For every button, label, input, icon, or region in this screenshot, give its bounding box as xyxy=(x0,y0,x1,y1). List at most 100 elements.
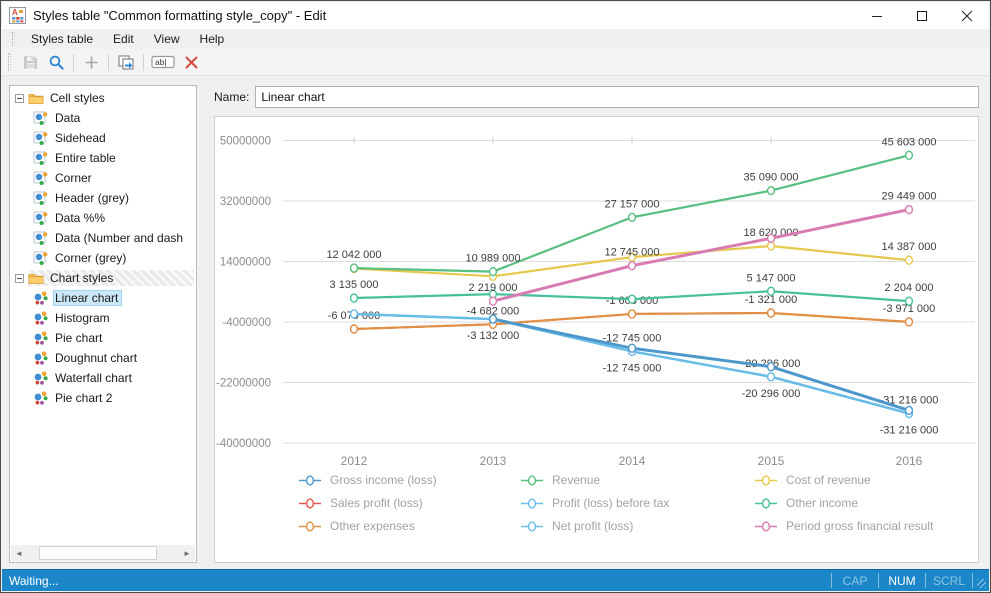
chart-style-icon xyxy=(34,371,48,385)
tree-item-data[interactable]: Data xyxy=(12,108,194,128)
legend-item-other-expenses[interactable]: Other expenses xyxy=(299,519,521,533)
resize-grip[interactable] xyxy=(973,570,989,591)
status-indicator-cap: CAP xyxy=(842,573,868,588)
menu-edit[interactable]: Edit xyxy=(113,32,134,46)
tree-horizontal-scrollbar[interactable]: ◄ ► xyxy=(11,545,195,561)
svg-text:50000000: 50000000 xyxy=(220,136,271,148)
delete-button[interactable] xyxy=(178,51,204,74)
scroll-right-arrow[interactable]: ► xyxy=(179,545,195,561)
close-button[interactable] xyxy=(944,2,989,29)
tree-item-corner-grey-[interactable]: Corner (grey) xyxy=(12,248,194,268)
legend-item-cost-of-revenue[interactable]: Cost of revenue xyxy=(755,473,978,487)
chart-preview-panel: 50000000 32000000 14000000 -4000000 -2200000… xyxy=(214,116,979,563)
tree-item-corner[interactable]: Corner xyxy=(12,168,194,188)
status-indicator-scrl: SCRL xyxy=(932,573,965,588)
svg-text:29 449 000: 29 449 000 xyxy=(881,191,936,203)
collapse-toggle[interactable] xyxy=(15,93,24,103)
svg-text:27 157 000: 27 157 000 xyxy=(604,198,659,210)
legend-item-profit-loss-before-tax[interactable]: Profit (loss) before tax xyxy=(521,496,755,510)
legend-marker-icon xyxy=(299,520,321,532)
svg-text:-4000000: -4000000 xyxy=(222,317,271,329)
tree-group-cell-styles[interactable]: Cell styles xyxy=(12,88,194,108)
legend-item-sales-profit-loss-[interactable]: Sales profit (loss) xyxy=(299,496,521,510)
name-input[interactable] xyxy=(255,86,979,108)
svg-text:-4 682 000: -4 682 000 xyxy=(467,305,520,317)
tree-item-linear-chart[interactable]: Linear chart xyxy=(12,288,194,308)
scrollbar-thumb[interactable] xyxy=(39,546,157,560)
collapse-toggle[interactable] xyxy=(15,273,24,283)
cell-style-icon xyxy=(33,151,48,165)
svg-text:-3 971 000: -3 971 000 xyxy=(883,303,936,315)
tree-item-data-number-and-dash[interactable]: Data (Number and dash xyxy=(12,228,194,248)
save-button[interactable] xyxy=(17,51,43,74)
svg-text:-40000000: -40000000 xyxy=(216,438,271,450)
menu-help[interactable]: Help xyxy=(199,32,225,46)
status-separator xyxy=(925,573,926,588)
svg-text:ab|: ab| xyxy=(155,57,167,67)
search-icon xyxy=(49,55,64,70)
menu-styles-table[interactable]: Styles table xyxy=(31,32,94,46)
name-label: Name: xyxy=(214,90,250,104)
svg-text:-3 132 000: -3 132 000 xyxy=(467,330,520,342)
svg-text:2 204 000: 2 204 000 xyxy=(885,282,934,294)
toolbar-separator xyxy=(108,53,109,71)
folder-icon xyxy=(28,274,44,284)
legend-item-net-profit-loss-[interactable]: Net profit (loss) xyxy=(521,519,755,533)
search-button[interactable] xyxy=(43,51,69,74)
menu-grip xyxy=(12,32,15,46)
add-button[interactable] xyxy=(78,51,104,74)
status-bar: Waiting... CAP NUM SCRL xyxy=(2,569,989,591)
svg-text:12 745 000: 12 745 000 xyxy=(604,247,659,259)
legend-item-period-gross-financial-result[interactable]: Period gross financial result xyxy=(755,519,978,533)
minimize-icon xyxy=(871,15,882,17)
scroll-left-arrow[interactable]: ◄ xyxy=(11,545,27,561)
chart-canvas: 50000000 32000000 14000000 -4000000 -2200000… xyxy=(216,136,975,468)
tree-item-sidehead[interactable]: Sidehead xyxy=(12,128,194,148)
scrollbar-track[interactable] xyxy=(27,545,179,561)
tree-item-pie-chart-2[interactable]: Pie chart 2 xyxy=(12,388,194,408)
svg-text:5 147 000: 5 147 000 xyxy=(747,272,796,284)
rename-button[interactable]: ab| xyxy=(148,51,178,74)
cell-style-icon xyxy=(33,211,48,225)
legend-item-revenue[interactable]: Revenue xyxy=(521,473,755,487)
tree-item-waterfall-chart[interactable]: Waterfall chart xyxy=(12,368,194,388)
chart-style-icon xyxy=(34,311,48,325)
tree-item-pie-chart[interactable]: Pie chart xyxy=(12,328,194,348)
tree-group-chart-styles[interactable]: Chart styles xyxy=(12,268,194,288)
legend-item-gross-income-loss-[interactable]: Gross income (loss) xyxy=(299,473,521,487)
svg-text:2013: 2013 xyxy=(480,454,507,468)
tree-item-data-[interactable]: Data %% xyxy=(12,208,194,228)
cell-style-icon xyxy=(33,171,48,185)
svg-text:2016: 2016 xyxy=(896,454,923,468)
status-indicator-num: NUM xyxy=(888,573,916,588)
duplicate-button[interactable] xyxy=(113,51,139,74)
tree-item-header-grey-[interactable]: Header (grey) xyxy=(12,188,194,208)
maximize-button[interactable] xyxy=(899,2,944,29)
svg-text:-12 745 000: -12 745 000 xyxy=(603,332,662,344)
rename-icon: ab| xyxy=(151,55,175,69)
cell-style-icon xyxy=(33,191,48,205)
tree-item-histogram[interactable]: Histogram xyxy=(12,308,194,328)
styles-tree-panel: Cell styles Data Sidehead Entire table C… xyxy=(9,85,197,563)
legend-marker-icon xyxy=(755,520,777,532)
tree-item-entire-table[interactable]: Entire table xyxy=(12,148,194,168)
maximize-icon xyxy=(916,10,927,21)
status-separator xyxy=(878,573,879,588)
menu-view[interactable]: View xyxy=(153,32,180,46)
title-bar: A Styles table "Common formatting style_… xyxy=(2,2,989,29)
legend-item-other-income[interactable]: Other income xyxy=(755,496,978,510)
chart-style-icon xyxy=(34,391,48,405)
minimize-button[interactable] xyxy=(854,2,899,29)
svg-text:12 042 000: 12 042 000 xyxy=(326,249,381,261)
svg-text:3 135 000: 3 135 000 xyxy=(330,279,379,291)
delete-icon xyxy=(185,56,197,68)
cell-style-icon xyxy=(33,251,48,265)
status-separator xyxy=(972,573,973,588)
legend-marker-icon xyxy=(521,520,543,532)
svg-text:35 090 000: 35 090 000 xyxy=(743,172,798,184)
toolbar-separator xyxy=(73,53,74,71)
tree-item-doughnut-chart[interactable]: Doughnut chart xyxy=(12,348,194,368)
save-icon xyxy=(23,55,37,69)
menu-bar: Styles table Edit View Help xyxy=(2,29,989,49)
svg-text:10 989 000: 10 989 000 xyxy=(465,253,520,265)
